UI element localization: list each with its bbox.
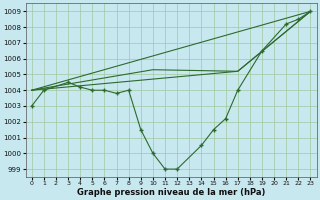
X-axis label: Graphe pression niveau de la mer (hPa): Graphe pression niveau de la mer (hPa): [77, 188, 265, 197]
